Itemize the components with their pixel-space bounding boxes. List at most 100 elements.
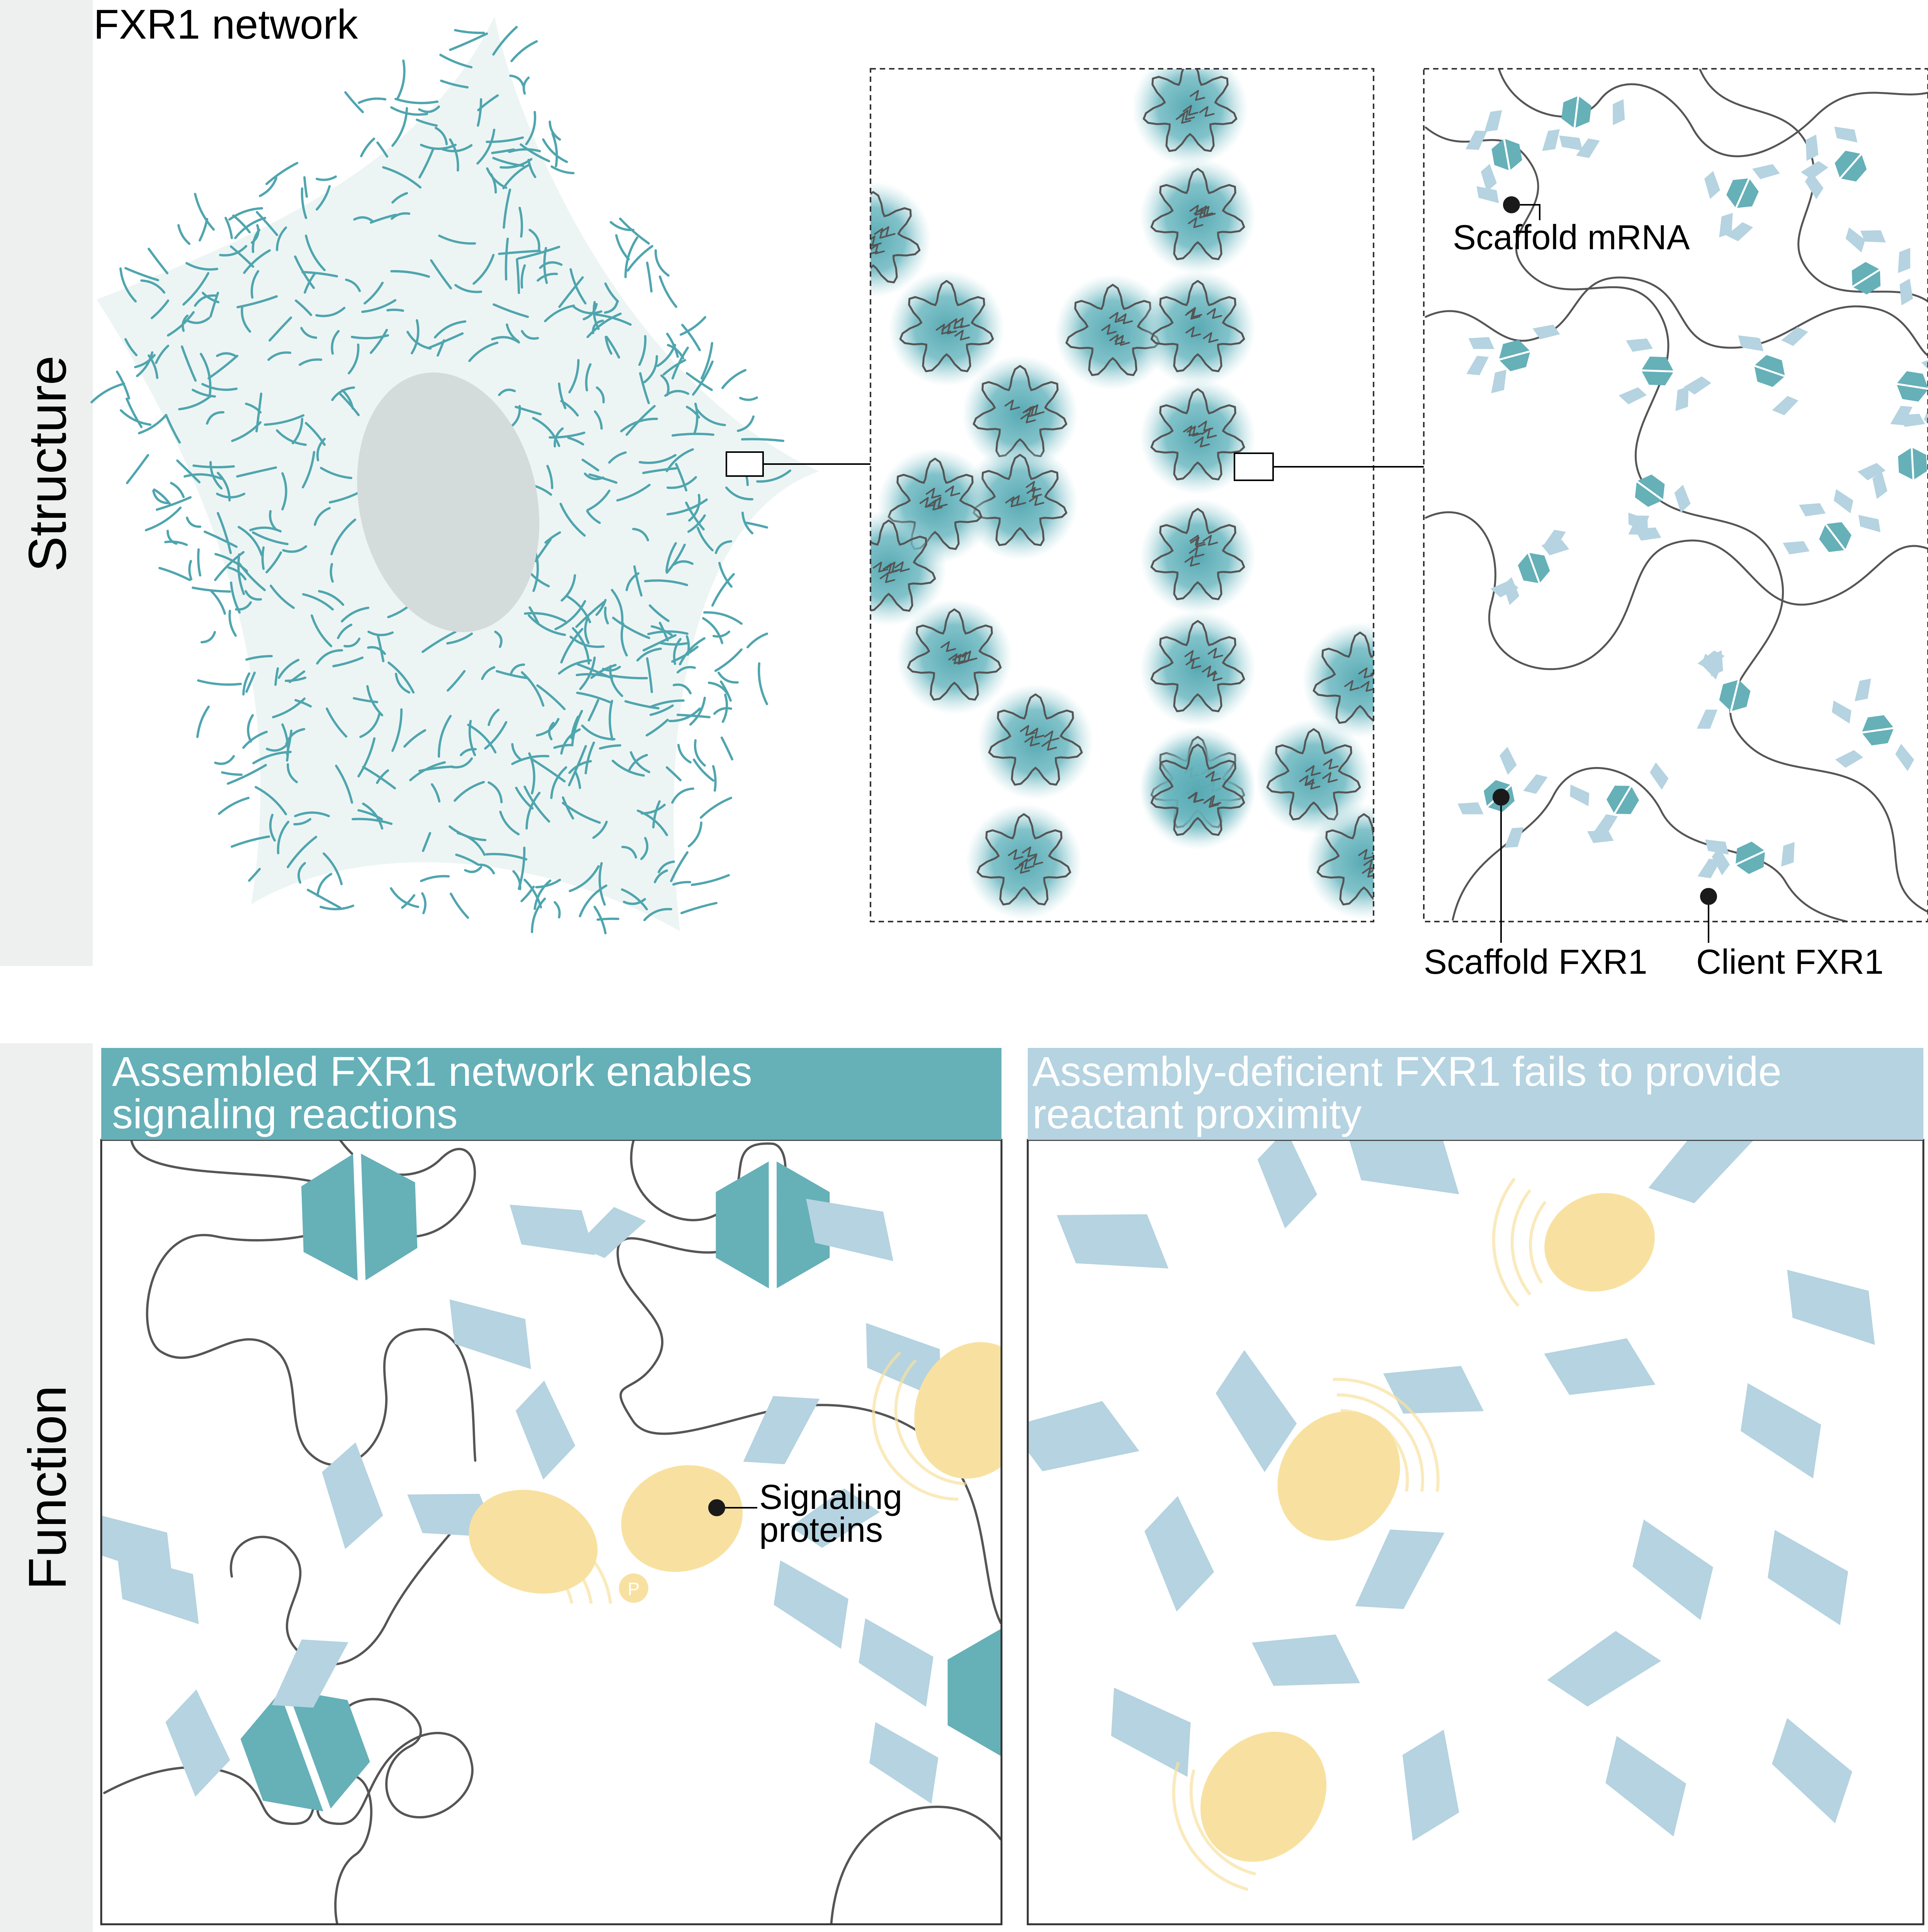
filament xyxy=(468,720,476,756)
filament xyxy=(182,315,189,332)
filament xyxy=(528,614,566,636)
filament xyxy=(649,604,670,622)
filament xyxy=(164,540,188,546)
filament xyxy=(660,642,688,646)
filament xyxy=(278,659,299,679)
function-label: Function xyxy=(18,1385,77,1590)
granule-core-rna xyxy=(1305,779,1321,790)
filament xyxy=(520,886,535,902)
client-fxr1-icon xyxy=(859,1618,933,1707)
filament xyxy=(570,268,587,304)
granule-core-rna xyxy=(1205,770,1221,782)
client-fxr1-icon xyxy=(1704,171,1720,199)
granule-core-rna xyxy=(1188,792,1204,803)
filament xyxy=(615,234,630,260)
filament xyxy=(238,562,266,591)
network-molecules xyxy=(101,1145,1001,1820)
filament xyxy=(612,760,645,777)
fxr1-dimer-icon xyxy=(1635,474,1665,507)
filament xyxy=(632,528,649,541)
filament xyxy=(621,846,637,859)
granule-core-rna xyxy=(945,485,961,497)
filament xyxy=(595,313,632,326)
filament xyxy=(611,675,648,680)
granule-core-rna xyxy=(1189,535,1205,546)
filament xyxy=(181,345,197,382)
filament xyxy=(194,294,217,307)
filament xyxy=(620,417,658,432)
filament xyxy=(666,448,694,472)
filament xyxy=(593,906,607,934)
client-fxr1-icon xyxy=(1504,827,1524,848)
filament xyxy=(431,783,440,803)
granule-core-rna xyxy=(1188,217,1204,228)
filament xyxy=(604,282,619,303)
filament xyxy=(646,719,669,736)
filament xyxy=(391,212,410,220)
filament xyxy=(276,429,307,446)
filament xyxy=(488,781,503,803)
filament xyxy=(548,722,554,740)
granule-core-rna xyxy=(1020,412,1036,423)
client-fxr1-icon xyxy=(774,1560,848,1649)
filament xyxy=(218,797,250,815)
granule-core-rna xyxy=(874,228,889,239)
filament xyxy=(551,165,575,174)
client-fxr1-icon xyxy=(806,1199,894,1261)
filament xyxy=(677,666,696,673)
granule-core-rna xyxy=(1183,105,1199,116)
phosphate-label: P xyxy=(628,1579,640,1599)
filament xyxy=(345,279,361,292)
granule-core-rna xyxy=(1187,425,1202,437)
filament xyxy=(688,821,702,847)
filament xyxy=(394,98,439,104)
client-fxr1-icon xyxy=(1402,1730,1459,1841)
filament xyxy=(286,763,298,783)
deficient-title-line2: reactant proximity xyxy=(1032,1090,1362,1137)
filament xyxy=(245,672,256,693)
filament xyxy=(584,616,590,644)
granule-core-rna xyxy=(1179,109,1195,121)
filament xyxy=(467,724,496,753)
filament xyxy=(439,54,473,68)
filament xyxy=(200,353,212,396)
fxr1-dimer-icon xyxy=(1726,176,1759,210)
filament xyxy=(360,138,375,157)
filament xyxy=(314,507,331,526)
nucleus-icon xyxy=(357,372,539,632)
fxr1-dimer-icon xyxy=(1497,340,1532,371)
filament xyxy=(438,235,476,245)
filament xyxy=(435,127,448,145)
granule-core-rna xyxy=(935,323,951,335)
filament xyxy=(182,272,209,306)
filament xyxy=(672,881,691,886)
filament xyxy=(524,879,542,908)
filament xyxy=(252,531,289,545)
filament xyxy=(367,646,386,655)
client-fxr1-icon xyxy=(1594,814,1618,834)
filament xyxy=(680,902,717,914)
filament xyxy=(434,320,466,338)
granule-core-rna xyxy=(882,563,898,574)
filament xyxy=(560,628,583,663)
filament xyxy=(401,894,415,909)
granule-core-rna xyxy=(1194,436,1210,447)
client-fxr1-icon xyxy=(1626,338,1653,352)
filament xyxy=(551,133,558,167)
granule-core-rna xyxy=(1185,309,1201,320)
filament xyxy=(712,765,717,792)
filament xyxy=(120,409,151,426)
filament xyxy=(654,249,670,277)
filament xyxy=(594,410,603,430)
filament xyxy=(642,467,677,474)
filament xyxy=(361,299,396,313)
filament xyxy=(388,662,415,694)
granule-core-rna xyxy=(1117,313,1133,325)
filament xyxy=(332,656,364,667)
filament xyxy=(609,700,614,741)
filament xyxy=(316,438,326,461)
client-fxr1-icon xyxy=(1057,1214,1169,1269)
filament xyxy=(658,861,675,873)
client-fxr1-icon xyxy=(1674,485,1691,513)
